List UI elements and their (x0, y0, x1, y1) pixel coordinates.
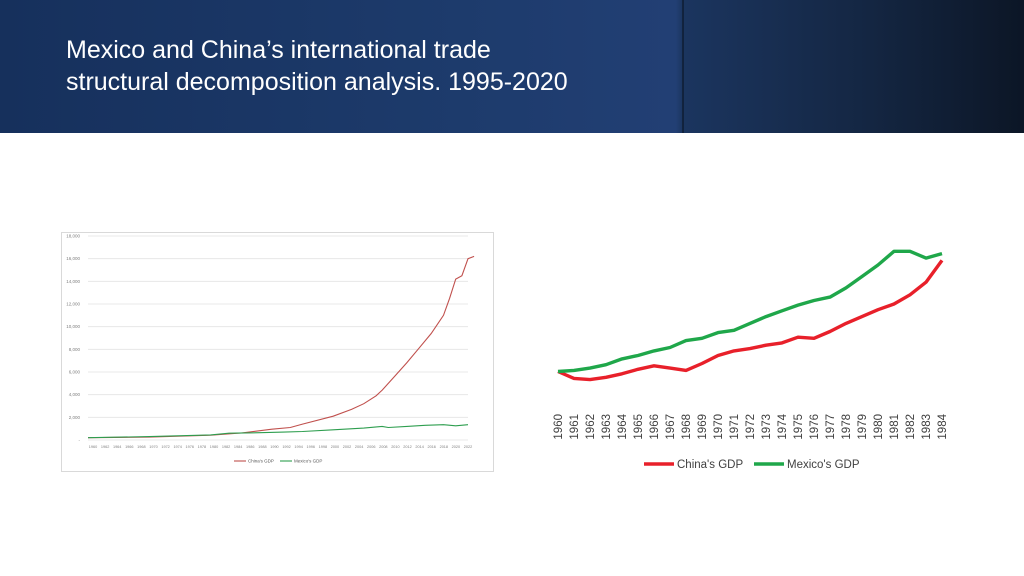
y-tick-label: 6,000 (69, 370, 81, 375)
x-tick-label: 2022 (464, 445, 472, 449)
y-tick-label: 4,000 (69, 392, 81, 397)
x-tick-label: 2008 (379, 445, 387, 449)
x-tick-label: 1970 (713, 414, 725, 440)
x-tick-label: 2020 (452, 445, 460, 449)
x-tick-label: 2004 (355, 445, 363, 449)
x-tick-label: 1962 (585, 414, 597, 440)
x-tick-label: 1974 (777, 413, 789, 439)
x-tick-label: 1980 (873, 414, 885, 440)
x-tick-label: 1962 (101, 445, 109, 449)
x-tick-label: 1976 (809, 414, 821, 440)
x-tick-label: 1978 (841, 414, 853, 440)
x-tick-label: 1970 (149, 445, 157, 449)
legend-label-china: China's GDP (677, 459, 743, 471)
x-tick-label: 1980 (210, 445, 218, 449)
series-line-china (557, 259, 944, 382)
series-line-mexico (87, 424, 469, 439)
x-tick-label: 1986 (246, 445, 254, 449)
y-tick-label: 16,000 (66, 256, 80, 261)
x-tick-label: 1976 (186, 445, 194, 449)
x-tick-label: 2012 (403, 445, 411, 449)
legend-label-china: China's GDP (248, 459, 274, 464)
x-tick-label: 1988 (258, 445, 266, 449)
x-tick-label: 2018 (440, 445, 448, 449)
x-tick-label: 1994 (294, 445, 302, 449)
x-tick-label: 1992 (282, 445, 290, 449)
slide-title: Mexico and China’s international trade s… (66, 34, 666, 98)
legend-label-mexico: Mexico's GDP (294, 459, 322, 464)
x-tick-label: 1966 (125, 445, 133, 449)
y-tick-label: 18,000 (66, 234, 80, 239)
china-mexico-gdp-chart-full: - 2,000 4,000 6,000 8,000 10,000 12,000 14,000 1… (61, 232, 494, 472)
x-tick-label: 2006 (367, 445, 375, 449)
x-tick-label: 2000 (331, 445, 339, 449)
x-tick-label: 1968 (137, 445, 145, 449)
x-tick-label: 1964 (113, 445, 121, 449)
x-tick-label: 1972 (161, 445, 169, 449)
x-tick-label: 1998 (319, 445, 327, 449)
y-tick-label: - (79, 438, 81, 443)
x-tick-label: 1966 (649, 414, 661, 440)
chart-1-svg: - 2,000 4,000 6,000 8,000 10,000 12,000 14,000 1… (66, 234, 475, 464)
x-tick-label: 2002 (343, 445, 351, 449)
y-tick-label: 10,000 (66, 324, 80, 329)
x-tick-label: 2010 (391, 445, 399, 449)
slide-title-line-1: Mexico and China’s international trade (66, 36, 491, 64)
slide-title-line-2: structural decomposition analysis. 1995-… (66, 68, 568, 96)
x-tick-label: 1973 (761, 414, 773, 440)
x-tick-label: 1982 (222, 445, 230, 449)
x-tick-label: 1965 (633, 414, 645, 440)
x-tick-label: 1961 (569, 414, 581, 440)
x-tick-label: 1969 (697, 414, 709, 440)
x-tick-label: 1968 (681, 414, 693, 440)
x-tick-label: 1978 (198, 445, 206, 449)
x-tick-label: 1971 (729, 414, 741, 440)
x-tick-label: 1960 (89, 445, 97, 449)
y-tick-label: 2,000 (69, 415, 81, 420)
x-tick-label: 1982 (905, 414, 917, 440)
series-line-china (87, 255, 475, 439)
x-tick-label: 1990 (270, 445, 278, 449)
y-tick-label: 12,000 (66, 302, 80, 307)
x-tick-label: 1974 (173, 445, 181, 449)
chart-2-svg: 1960 1961 1962 1963 1964 1965 1966 1967 1968 1969… (553, 249, 949, 471)
x-tick-label: 1984 (937, 413, 949, 439)
x-tick-label: 2014 (415, 445, 423, 449)
x-tick-label: 2016 (427, 445, 435, 449)
x-tick-label: 1977 (825, 414, 837, 440)
x-tick-label: 1975 (793, 414, 805, 440)
x-tick-label: 1979 (857, 414, 869, 440)
x-tick-label: 1984 (234, 445, 242, 449)
x-tick-label: 1964 (617, 413, 629, 439)
legend-label-mexico: Mexico's GDP (787, 459, 860, 471)
x-tick-label: 1996 (307, 445, 315, 449)
series-line-mexico (557, 249, 943, 374)
title-banner: Mexico and China’s international trade s… (0, 0, 1024, 133)
x-tick-label: 1960 (553, 414, 565, 440)
x-tick-label: 1983 (921, 414, 933, 440)
y-tick-label: 14,000 (66, 279, 80, 284)
x-tick-label: 1972 (745, 414, 757, 440)
x-tick-label: 1967 (665, 414, 677, 440)
x-tick-label: 1963 (601, 414, 613, 440)
x-tick-label: 1981 (889, 414, 901, 440)
banner-divider (682, 0, 684, 133)
china-mexico-gdp-chart-1960-1984: 1960 1961 1962 1963 1964 1965 1966 1967 1968 1969… (540, 225, 960, 485)
y-tick-label: 8,000 (69, 347, 81, 352)
